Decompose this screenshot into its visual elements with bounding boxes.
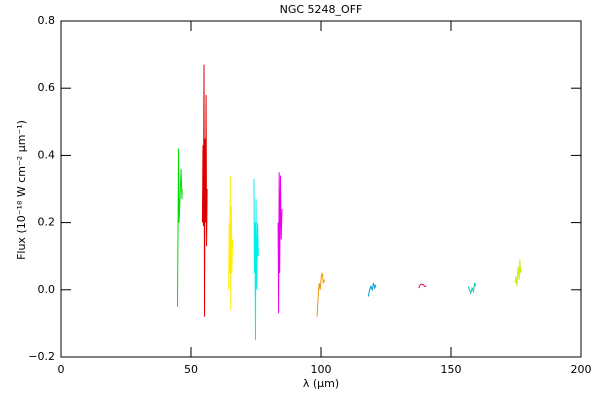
y-tick-label: 0.2 xyxy=(38,216,56,229)
spectrum-line xyxy=(228,175,234,310)
spectrum-line xyxy=(514,259,522,287)
y-tick-label: 0.8 xyxy=(38,14,56,27)
x-tick-label: 150 xyxy=(441,363,462,376)
y-axis-label: Flux (10⁻¹⁸ W cm⁻² μm⁻¹) xyxy=(15,120,28,260)
spectrum-line xyxy=(253,178,259,341)
x-tick-label: 100 xyxy=(311,363,332,376)
spectrum-line xyxy=(316,272,326,317)
spectrum-line xyxy=(176,148,183,307)
y-tick-label: 0.6 xyxy=(38,81,56,94)
y-tick-label: 0.4 xyxy=(38,148,56,161)
spectrum-line xyxy=(367,282,377,297)
y-tick-label: −0.2 xyxy=(28,350,55,363)
x-tick-label: 50 xyxy=(184,363,198,376)
spectrum-line xyxy=(277,172,283,314)
spectrum-line xyxy=(467,282,477,295)
x-tick-label: 200 xyxy=(571,363,592,376)
x-axis-label: λ (μm) xyxy=(303,377,339,390)
spectrum-line xyxy=(418,283,427,289)
y-tick-label: 0.0 xyxy=(38,283,56,296)
chart-title: NGC 5248_OFF xyxy=(280,3,363,16)
spectrum-line xyxy=(201,64,208,317)
x-tick-label: 0 xyxy=(58,363,65,376)
